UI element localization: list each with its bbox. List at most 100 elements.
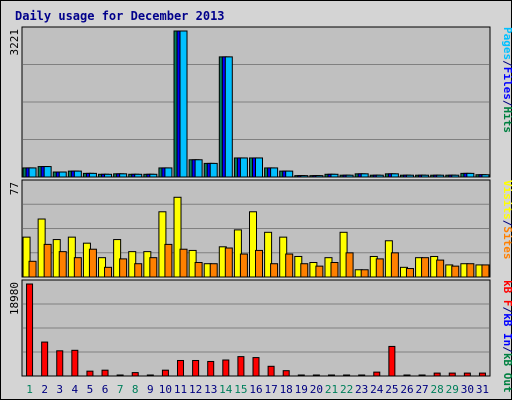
hits-files-pages-bar-pages <box>119 173 128 178</box>
hits-files-pages-bar-pages <box>104 173 113 178</box>
x-tick-label: 15 <box>234 383 247 396</box>
kbytes-legend-entry: kB Out <box>501 353 512 393</box>
hits-files-pages-bar-pages <box>73 170 82 178</box>
visits-sites-bar-sites <box>315 265 324 278</box>
visits-sites-bar-sites <box>360 269 369 278</box>
kbytes-legend-entry: / <box>501 346 512 353</box>
x-tick-label: 23 <box>355 383 368 396</box>
kbytes-legend-entry: kB F <box>501 280 512 307</box>
kbytes-bar-kb-f <box>463 372 471 377</box>
hits-files-pages-bar-pages <box>330 173 339 178</box>
hits-files-pages-bar-pages <box>375 174 384 178</box>
kbytes-bar-kb-f <box>433 372 441 377</box>
x-tick-label: 10 <box>159 383 172 396</box>
kbytes-bar-kb-f <box>26 283 34 377</box>
hits-files-pages-legend: Pages/Files/Hits <box>501 27 512 133</box>
hits-files-pages-bar-pages <box>28 167 37 178</box>
visits-sites-bar-sites <box>194 262 203 278</box>
x-tick-label: 4 <box>72 383 79 396</box>
hits-files-pages-legend-entry: / <box>501 60 512 67</box>
kbytes-bar-kb-f <box>101 369 109 377</box>
hits-files-pages-bar-pages <box>390 173 399 178</box>
kbytes-bar-kb-f <box>282 370 290 377</box>
kbytes-bar-kb-f <box>207 360 215 377</box>
hits-files-pages-bar-pages <box>405 174 414 178</box>
visits-sites-bar-sites <box>134 263 143 278</box>
hits-files-pages-bar-pages <box>270 167 279 178</box>
visits-sites-bar-visits <box>113 239 122 278</box>
x-tick-label: 29 <box>446 383 459 396</box>
visits-sites-bar-visits <box>249 211 257 278</box>
kbytes-bar-kb-f <box>86 370 94 377</box>
x-tick-label: 19 <box>295 383 308 396</box>
kbytes-bar-kb-f <box>388 345 396 377</box>
kbytes-bar-kb-f <box>222 359 230 377</box>
visits-sites-bar-sites <box>436 259 445 278</box>
kbytes-bar-kb-f <box>312 374 320 377</box>
kbytes-bar-kb-f <box>267 365 275 377</box>
visits-sites-bar-sites <box>119 258 128 278</box>
kbytes-bar-kb-f <box>297 374 305 377</box>
visits-sites-bar-sites <box>375 258 384 278</box>
visits-sites-bar-sites <box>28 260 37 278</box>
hits-files-pages-bar-pages <box>164 167 173 178</box>
hits-files-pages-legend-entry: Files <box>501 67 512 100</box>
x-tick-label: 11 <box>174 383 187 396</box>
visits-sites-bar-sites <box>330 262 339 278</box>
hits-files-pages-bar-pages <box>436 174 445 178</box>
visits-sites-bar-sites <box>390 252 399 278</box>
visits-sites-bar-sites <box>224 247 233 278</box>
visits-sites-bar-visits <box>233 229 242 278</box>
hits-files-pages-bar-pages <box>88 172 97 178</box>
x-tick-label: 1 <box>26 383 33 396</box>
visits-sites-ymax-label: 77 <box>8 182 21 195</box>
x-tick-label: 2 <box>41 383 48 396</box>
x-tick-label: 14 <box>219 383 233 396</box>
visits-sites-bar-sites <box>73 257 82 278</box>
kbytes-bar-kb-f <box>177 359 185 377</box>
kbytes-bar-kb-f <box>448 372 456 377</box>
hits-files-pages-bar-pages <box>224 56 233 178</box>
kbytes-bar-kb-f <box>403 374 411 377</box>
hits-files-pages-bar-pages <box>360 173 369 178</box>
kbytes-bar-kb-f <box>146 374 154 377</box>
visits-sites-bar-sites <box>88 248 97 278</box>
x-tick-label: 27 <box>415 383 428 396</box>
visits-sites-legend-entry: / <box>501 220 512 227</box>
visits-sites-bar-sites <box>255 249 263 278</box>
hits-files-pages-bar-pages <box>179 30 188 178</box>
kbytes-bar-kb-f <box>343 374 351 377</box>
visits-sites-bar-sites <box>43 243 52 278</box>
x-tick-label: 7 <box>117 383 124 396</box>
visits-sites-bar-sites <box>209 263 218 278</box>
visits-sites-bar-sites <box>481 264 490 278</box>
x-tick-label: 18 <box>280 383 293 396</box>
visits-sites-bar-sites <box>345 252 354 278</box>
kbytes-legend: kB F/kB In/kB Out <box>501 280 512 393</box>
x-tick-label: 8 <box>132 383 139 396</box>
hits-files-pages-bar-pages <box>466 172 475 178</box>
visits-sites-bar-sites <box>179 248 188 278</box>
visits-sites-legend-entry: Sites <box>501 226 512 259</box>
kbytes-ymax-label: 18980 <box>8 282 21 315</box>
hits-files-pages-ymax-label: 3221 <box>8 29 21 56</box>
kbytes-bar-kb-f <box>478 372 486 377</box>
x-tick-label: 3 <box>56 383 63 396</box>
visits-sites-bar-sites <box>285 253 294 278</box>
visits-sites-legend-entry: Visits <box>501 180 512 220</box>
x-tick-label: 30 <box>461 383 474 396</box>
x-tick-label: 31 <box>476 383 489 396</box>
visits-sites-bar-sites <box>164 243 173 278</box>
visits-sites-bar-sites <box>239 253 248 278</box>
kbytes-bar-kb-f <box>252 357 260 377</box>
hits-files-pages-bar-pages <box>285 170 294 178</box>
kbytes-bar-kb-f <box>358 374 366 377</box>
x-tick-label: 17 <box>264 383 277 396</box>
visits-sites-bar-visits <box>67 236 76 278</box>
visits-sites-bar-sites <box>300 263 309 278</box>
x-tick-label: 6 <box>102 383 109 396</box>
hits-files-pages-bar-pages <box>239 157 248 178</box>
kbytes-bar-kb-f <box>418 374 426 377</box>
hits-files-pages-bar-pages <box>451 174 460 178</box>
